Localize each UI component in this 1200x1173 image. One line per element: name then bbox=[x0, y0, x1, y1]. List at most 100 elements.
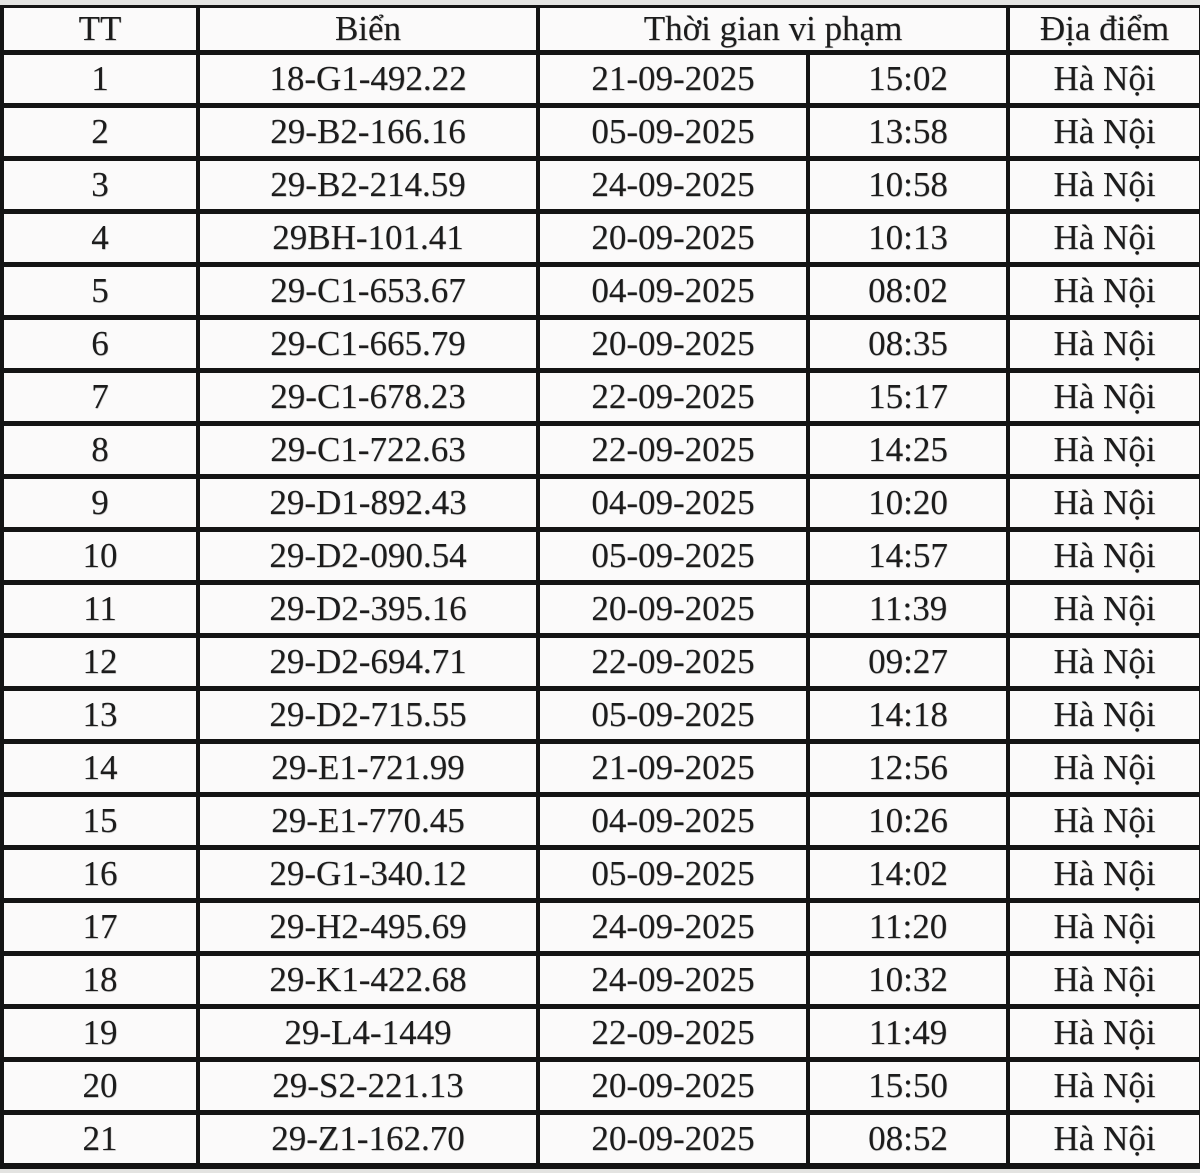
cell-location: Hà Nội bbox=[1006, 739, 1200, 797]
cell-violation-date: 04-09-2025 bbox=[536, 262, 810, 320]
cell-violation-time: 15:02 bbox=[805, 50, 1011, 108]
header-bien: Biển bbox=[196, 5, 540, 55]
table-row: 5 29-C1-653.67 04-09-2025 08:02 Hà Nội bbox=[0, 262, 1200, 320]
cell-location: Hà Nội bbox=[1006, 1057, 1200, 1115]
cell-violation-date: 20-09-2025 bbox=[536, 209, 810, 267]
cell-violation-date: 04-09-2025 bbox=[536, 474, 810, 532]
cell-plate: 29-S2-221.13 bbox=[196, 1057, 540, 1115]
cell-tt: 21 bbox=[0, 1110, 200, 1169]
cell-violation-time: 08:35 bbox=[805, 315, 1011, 373]
cell-violation-time: 11:39 bbox=[805, 580, 1011, 638]
table-row: 17 29-H2-495.69 24-09-2025 11:20 Hà Nội bbox=[0, 898, 1200, 956]
cell-violation-date: 24-09-2025 bbox=[536, 898, 810, 956]
header-dia-diem: Địa điểm bbox=[1006, 5, 1200, 55]
cell-plate: 18-G1-492.22 bbox=[196, 50, 540, 108]
cell-location: Hà Nội bbox=[1006, 421, 1200, 479]
cell-location: Hà Nội bbox=[1006, 368, 1200, 426]
cell-violation-date: 22-09-2025 bbox=[536, 633, 810, 691]
cell-violation-date: 05-09-2025 bbox=[536, 527, 810, 585]
cell-plate: 29-B2-214.59 bbox=[196, 156, 540, 214]
cell-violation-time: 14:02 bbox=[805, 845, 1011, 903]
cell-violation-time: 14:57 bbox=[805, 527, 1011, 585]
cell-violation-date: 05-09-2025 bbox=[536, 845, 810, 903]
table-row: 7 29-C1-678.23 22-09-2025 15:17 Hà Nội bbox=[0, 368, 1200, 426]
cell-violation-time: 13:58 bbox=[805, 103, 1011, 161]
cell-location: Hà Nội bbox=[1006, 845, 1200, 903]
cell-plate: 29BH-101.41 bbox=[196, 209, 540, 267]
cell-location: Hà Nội bbox=[1006, 474, 1200, 532]
cell-tt: 12 bbox=[0, 633, 200, 691]
cell-tt: 4 bbox=[0, 209, 200, 267]
table-row: 1 18-G1-492.22 21-09-2025 15:02 Hà Nội bbox=[0, 50, 1200, 108]
cell-plate: 29-L4-1449 bbox=[196, 1004, 540, 1062]
cell-violation-time: 11:49 bbox=[805, 1004, 1011, 1062]
cell-tt: 10 bbox=[0, 527, 200, 585]
cell-plate: 29-D1-892.43 bbox=[196, 474, 540, 532]
table-row: 2 29-B2-166.16 05-09-2025 13:58 Hà Nội bbox=[0, 103, 1200, 161]
cell-plate: 29-G1-340.12 bbox=[196, 845, 540, 903]
cell-violation-date: 20-09-2025 bbox=[536, 580, 810, 638]
table-row: 12 29-D2-694.71 22-09-2025 09:27 Hà Nội bbox=[0, 633, 1200, 691]
table-row: 4 29BH-101.41 20-09-2025 10:13 Hà Nội bbox=[0, 209, 1200, 267]
table-row: 10 29-D2-090.54 05-09-2025 14:57 Hà Nội bbox=[0, 527, 1200, 585]
cell-tt: 17 bbox=[0, 898, 200, 956]
cell-tt: 2 bbox=[0, 103, 200, 161]
cell-violation-date: 20-09-2025 bbox=[536, 1057, 810, 1115]
cell-tt: 3 bbox=[0, 156, 200, 214]
cell-location: Hà Nội bbox=[1006, 898, 1200, 956]
table-header: TT Biển Thời gian vi phạm Địa điểm bbox=[0, 5, 1200, 55]
cell-plate: 29-C1-665.79 bbox=[196, 315, 540, 373]
table-row: 16 29-G1-340.12 05-09-2025 14:02 Hà Nội bbox=[0, 845, 1200, 903]
cell-violation-time: 11:20 bbox=[805, 898, 1011, 956]
cell-location: Hà Nội bbox=[1006, 1110, 1200, 1169]
cell-tt: 1 bbox=[0, 50, 200, 108]
header-row: TT Biển Thời gian vi phạm Địa điểm bbox=[0, 5, 1200, 55]
cell-violation-time: 14:25 bbox=[805, 421, 1011, 479]
table-row: 6 29-C1-665.79 20-09-2025 08:35 Hà Nội bbox=[0, 315, 1200, 373]
cell-violation-date: 22-09-2025 bbox=[536, 421, 810, 479]
table-row: 18 29-K1-422.68 24-09-2025 10:32 Hà Nội bbox=[0, 951, 1200, 1009]
table-body: 1 18-G1-492.22 21-09-2025 15:02 Hà Nội 2… bbox=[0, 50, 1200, 1169]
cell-violation-time: 15:17 bbox=[805, 368, 1011, 426]
cell-tt: 6 bbox=[0, 315, 200, 373]
cell-tt: 20 bbox=[0, 1057, 200, 1115]
cell-location: Hà Nội bbox=[1006, 50, 1200, 108]
cell-plate: 29-D2-694.71 bbox=[196, 633, 540, 691]
table-row: 9 29-D1-892.43 04-09-2025 10:20 Hà Nội bbox=[0, 474, 1200, 532]
cell-plate: 29-E1-770.45 bbox=[196, 792, 540, 850]
cell-tt: 13 bbox=[0, 686, 200, 744]
cell-plate: 29-D2-715.55 bbox=[196, 686, 540, 744]
cell-tt: 18 bbox=[0, 951, 200, 1009]
cell-plate: 29-H2-495.69 bbox=[196, 898, 540, 956]
cell-violation-date: 24-09-2025 bbox=[536, 156, 810, 214]
cell-violation-date: 20-09-2025 bbox=[536, 1110, 810, 1169]
cell-plate: 29-C1-722.63 bbox=[196, 421, 540, 479]
cell-violation-time: 15:50 bbox=[805, 1057, 1011, 1115]
cell-violation-time: 08:02 bbox=[805, 262, 1011, 320]
cell-plate: 29-B2-166.16 bbox=[196, 103, 540, 161]
cell-plate: 29-E1-721.99 bbox=[196, 739, 540, 797]
cell-tt: 15 bbox=[0, 792, 200, 850]
table-row: 14 29-E1-721.99 21-09-2025 12:56 Hà Nội bbox=[0, 739, 1200, 797]
cell-location: Hà Nội bbox=[1006, 686, 1200, 744]
cell-violation-date: 22-09-2025 bbox=[536, 368, 810, 426]
cell-violation-date: 21-09-2025 bbox=[536, 739, 810, 797]
cell-violation-date: 05-09-2025 bbox=[536, 686, 810, 744]
cell-violation-date: 05-09-2025 bbox=[536, 103, 810, 161]
cell-tt: 9 bbox=[0, 474, 200, 532]
cell-violation-date: 24-09-2025 bbox=[536, 951, 810, 1009]
violation-table: TT Biển Thời gian vi phạm Địa điểm 1 18-… bbox=[0, 5, 1200, 1169]
cell-violation-time: 10:26 bbox=[805, 792, 1011, 850]
cell-location: Hà Nội bbox=[1006, 1004, 1200, 1062]
cell-violation-date: 04-09-2025 bbox=[536, 792, 810, 850]
cell-violation-time: 12:56 bbox=[805, 739, 1011, 797]
cell-violation-date: 22-09-2025 bbox=[536, 1004, 810, 1062]
cell-tt: 16 bbox=[0, 845, 200, 903]
cell-violation-time: 14:18 bbox=[805, 686, 1011, 744]
table-row: 15 29-E1-770.45 04-09-2025 10:26 Hà Nội bbox=[0, 792, 1200, 850]
cell-tt: 14 bbox=[0, 739, 200, 797]
cell-location: Hà Nội bbox=[1006, 103, 1200, 161]
cell-tt: 8 bbox=[0, 421, 200, 479]
cell-location: Hà Nội bbox=[1006, 580, 1200, 638]
